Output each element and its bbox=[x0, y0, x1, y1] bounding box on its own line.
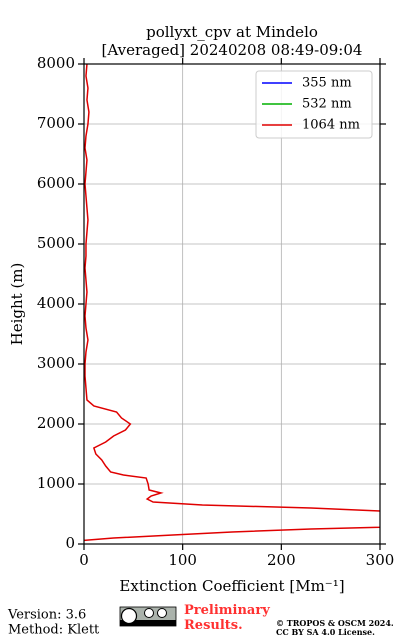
legend-box bbox=[255, 70, 373, 139]
chart-subtitle: [Averaged] 20240208 08:49-09:04 bbox=[102, 41, 363, 59]
x-tick-label: 0 bbox=[79, 551, 89, 569]
y-tick-label: 3000 bbox=[37, 354, 75, 372]
y-tick-label: 0 bbox=[65, 534, 75, 552]
copyright: © TROPOS & OSCM 2024. bbox=[276, 618, 394, 628]
cc-badge bbox=[119, 606, 177, 627]
x-tick-label: 100 bbox=[168, 551, 197, 569]
legend-label: 1064 nm bbox=[302, 118, 360, 133]
y-tick-label: 4000 bbox=[37, 294, 75, 312]
method: Method: Klett bbox=[8, 623, 100, 638]
legend: 355 nm 532 nm 1064 nm bbox=[255, 70, 373, 139]
plot-area bbox=[84, 64, 380, 542]
y-tick-label: 7000 bbox=[37, 114, 75, 132]
x-tick-label: 300 bbox=[366, 551, 395, 569]
y-tick-label: 8000 bbox=[37, 54, 75, 72]
y-tick-label: 5000 bbox=[37, 234, 75, 252]
version: Version: 3.6 bbox=[7, 608, 86, 623]
profile-line bbox=[84, 64, 380, 542]
x-axis-label: Extinction Coefficient [Mm⁻¹] bbox=[119, 577, 344, 595]
y-tick-label: 6000 bbox=[37, 174, 75, 192]
ticks: 0 100 200 300010002000300040005000600070008… bbox=[37, 54, 395, 569]
chart-title: pollyxt_cpv at Mindelo bbox=[146, 23, 318, 41]
x-tick-label: 200 bbox=[267, 551, 296, 569]
legend-label: 532 nm bbox=[302, 97, 352, 112]
license: CC BY SA 4.0 License. bbox=[276, 627, 375, 637]
y-tick-label: 2000 bbox=[37, 414, 75, 432]
y-tick-label: 1000 bbox=[37, 474, 75, 492]
y-axis-label: Height (m) bbox=[8, 263, 26, 346]
status: Preliminary Results. bbox=[184, 603, 270, 633]
legend-label: 355 nm bbox=[302, 76, 352, 91]
